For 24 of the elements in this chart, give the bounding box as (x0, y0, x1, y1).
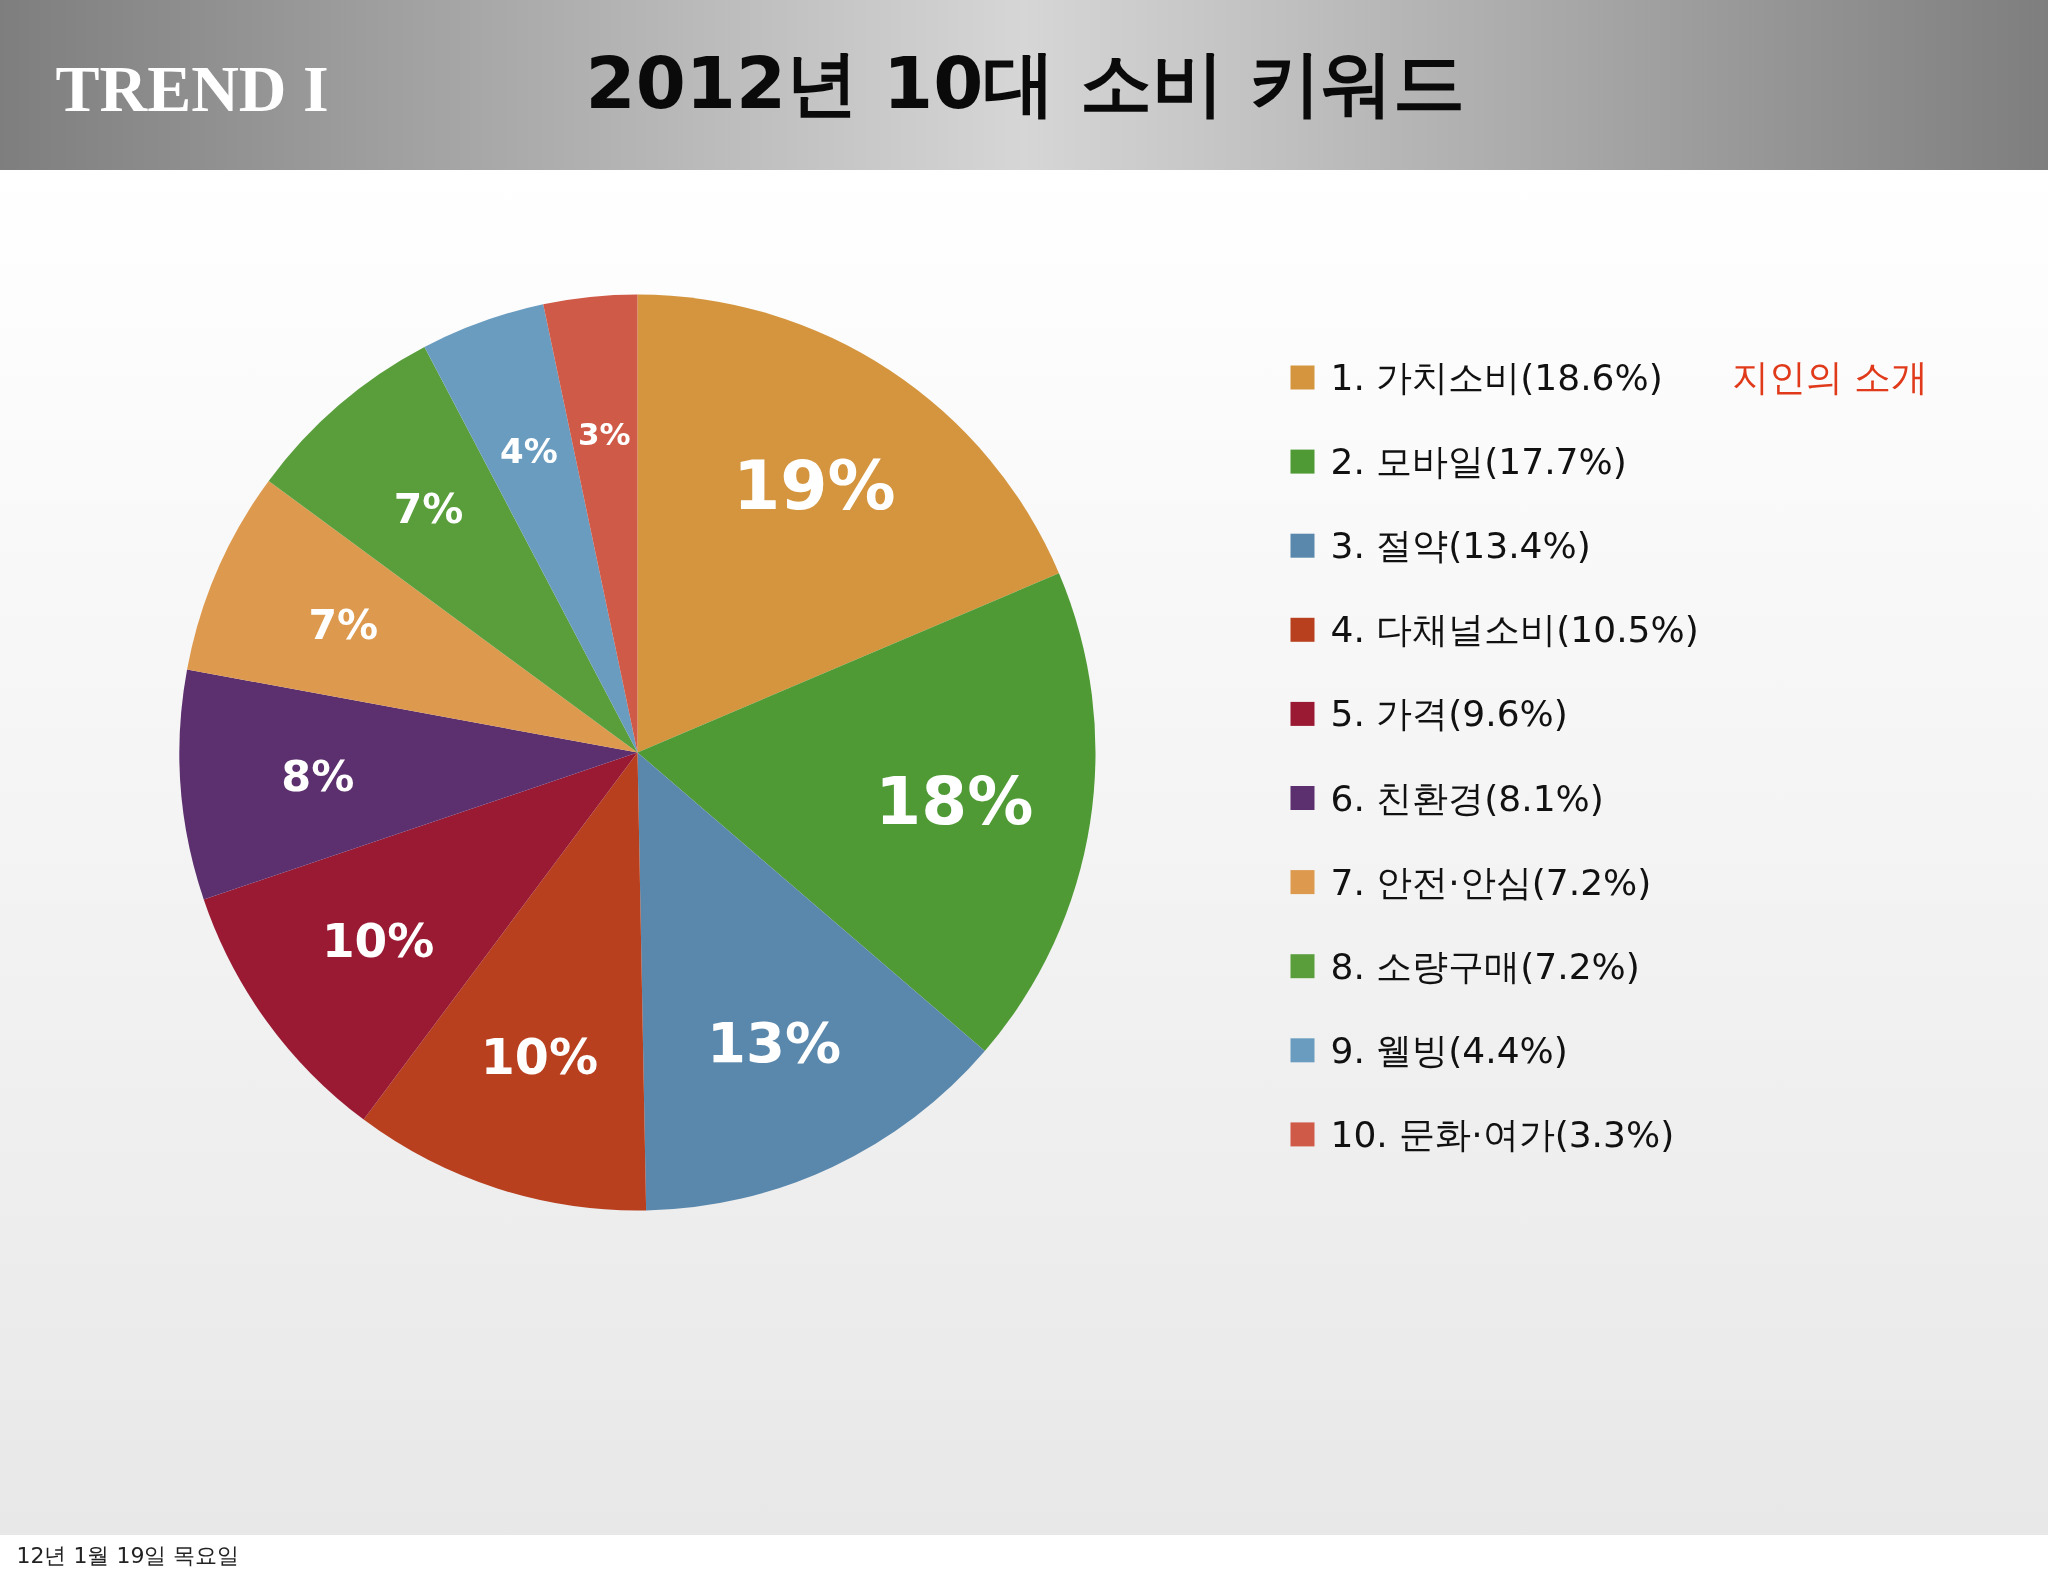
data-label: 3% (578, 415, 631, 452)
data-label: 7% (308, 601, 379, 650)
legend-label: 10. 문화·여가(3.3%) (1330, 1113, 1675, 1155)
legend-label: 7. 안전·안심(7.2%) (1330, 861, 1652, 903)
data-label: 18% (875, 763, 1034, 841)
data-label: 8% (281, 750, 355, 801)
data-label: 19% (732, 445, 896, 525)
legend-label: 3. 절약(13.4%) (1330, 525, 1591, 567)
chart-title: 2012년 10대 소비 키워드 (585, 40, 1466, 125)
data-label: 10% (321, 913, 435, 969)
data-label: 7% (393, 485, 464, 534)
data-label: 10% (480, 1029, 599, 1087)
legend-label: 2. 모바일(17.7%) (1330, 441, 1627, 483)
text: 12년 1월 19일 목요일 (16, 1543, 240, 1568)
legend-label: 9. 웰빙(4.4%) (1330, 1029, 1568, 1071)
data-label: 4% (500, 430, 558, 471)
legend-label: 5. 가격(9.6%) (1330, 693, 1568, 735)
legend-label: 6. 친환경(8.1%) (1330, 777, 1604, 819)
legend-label: 1. 가치소비(18.6%) (1330, 357, 1663, 398)
legend-label: 4. 다채널소비(10.5%) (1330, 609, 1699, 651)
chart-subtitle: TREND I (55, 52, 329, 125)
data-label: 13% (706, 1010, 842, 1076)
legend-label: 8. 소량구매(7.2%) (1330, 945, 1640, 987)
text: 지인의 소개 (1731, 356, 1929, 399)
